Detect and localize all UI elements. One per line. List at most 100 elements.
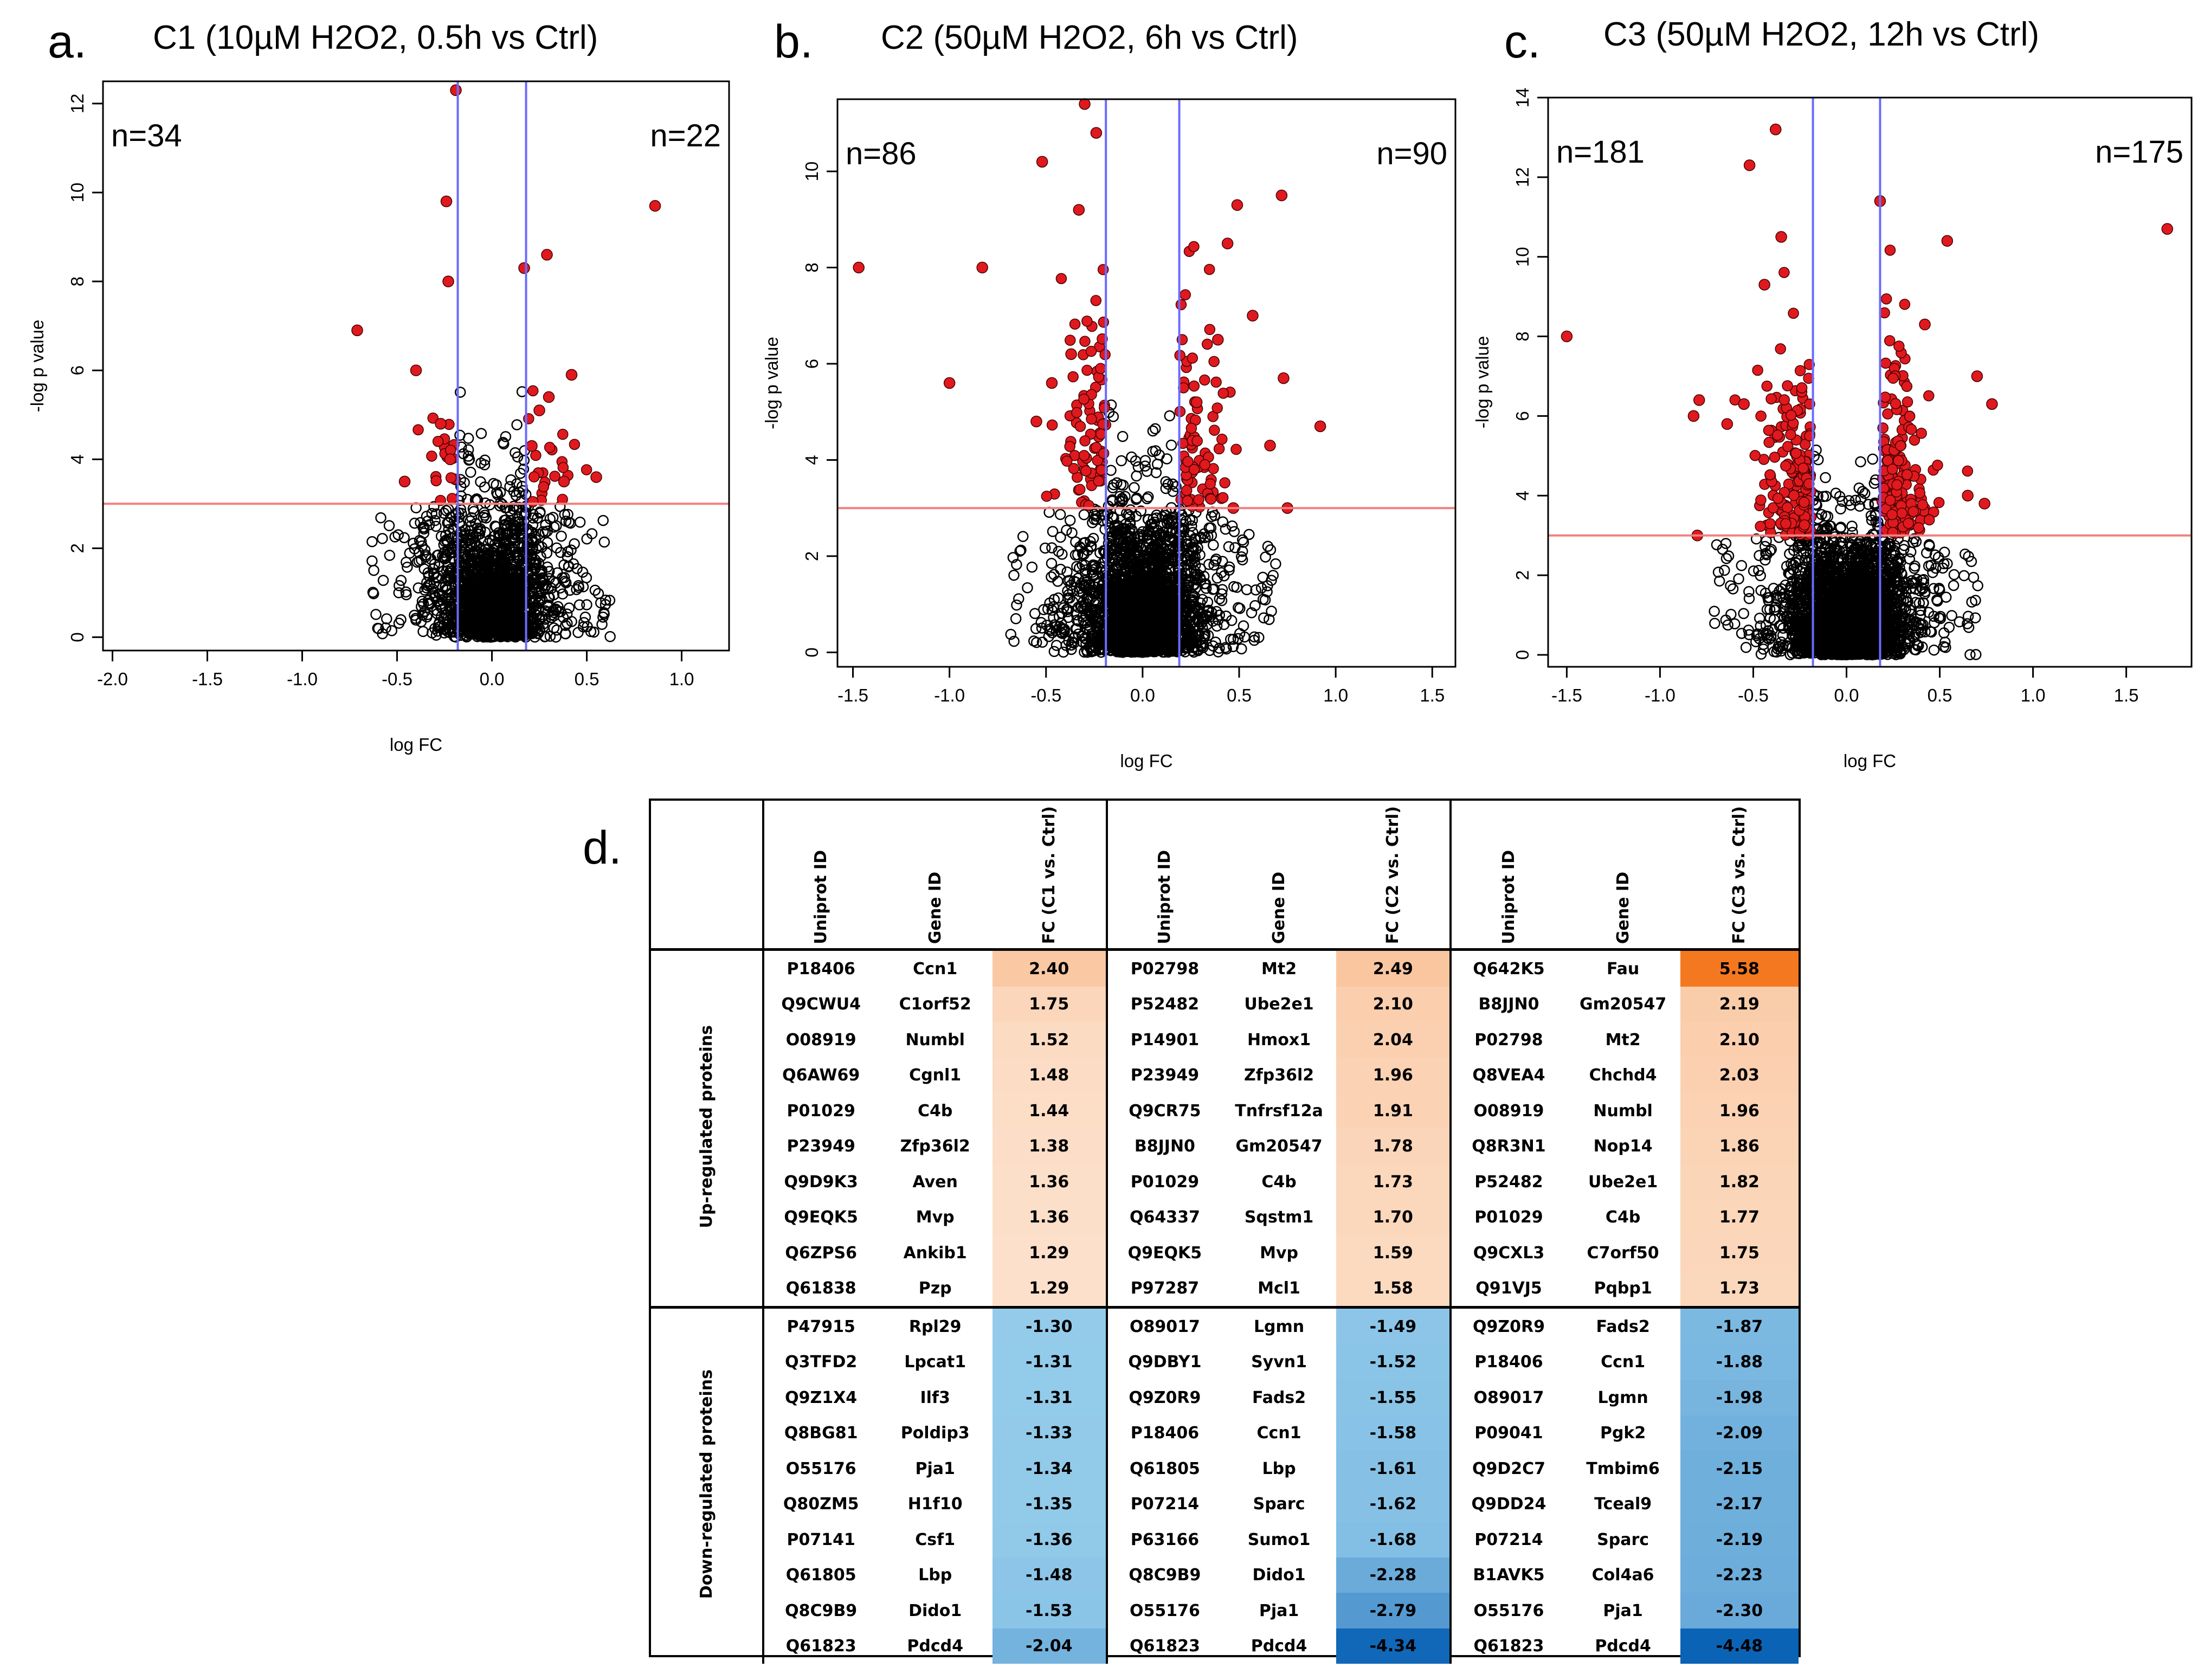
data-point: [1087, 561, 1099, 572]
data-point: [440, 581, 451, 593]
data-point: [1130, 455, 1142, 467]
significant-point: [1193, 494, 1204, 505]
significant-point: [445, 472, 457, 484]
data-point: [1223, 541, 1235, 552]
significant-point: [1071, 407, 1082, 419]
data-point: [465, 466, 476, 478]
data-point: [1129, 482, 1140, 493]
x-tick-label: -1.5: [837, 685, 868, 705]
significant-point: [1079, 435, 1091, 447]
significant-point: [1204, 324, 1216, 336]
significant-point: [1230, 443, 1242, 455]
data-point: [1107, 482, 1119, 493]
data-point: [422, 580, 434, 591]
data-point: [1010, 613, 1022, 625]
y-tick-label: 4: [67, 454, 87, 464]
significant-point: [1036, 156, 1048, 168]
data-point: [468, 617, 480, 628]
data-point: [386, 625, 398, 636]
data-point: [1112, 520, 1124, 532]
data-point: [1064, 514, 1076, 526]
data-point: [1267, 570, 1279, 581]
data-point: [1122, 530, 1133, 542]
data-point: [438, 539, 450, 551]
data-point: [556, 530, 567, 542]
significant-point: [1098, 448, 1110, 459]
data-point: [1151, 509, 1162, 521]
significant-point: [446, 493, 458, 504]
data-point: [1260, 551, 1271, 563]
data-point: [1072, 601, 1084, 613]
data-point: [1055, 531, 1066, 543]
data-point: [1152, 558, 1163, 570]
data-point: [1188, 579, 1200, 591]
data-point: [498, 438, 510, 450]
significant-point: [1081, 364, 1093, 376]
data-point: [1041, 620, 1053, 631]
data-point: [454, 538, 465, 550]
significant-point: [1085, 345, 1097, 357]
data-point: [542, 525, 553, 537]
data-point: [1259, 594, 1271, 606]
significant-point: [1081, 316, 1093, 327]
y-tick-label: 10: [67, 183, 87, 203]
panel-c: c. C3 (50µM H2O2, 12h vs Ctrl) -1.5 -1.0-…: [1469, 0, 2204, 771]
data-point: [1191, 614, 1203, 625]
data-point: [1054, 508, 1066, 520]
data-point: [439, 553, 450, 565]
y-tick-label: 6: [802, 359, 822, 369]
data-point: [464, 548, 476, 560]
significant-point: [1046, 419, 1058, 431]
significant-point: [569, 439, 581, 450]
data-point: [1047, 526, 1059, 537]
data-point: [429, 622, 441, 634]
data-point: [1114, 597, 1125, 609]
significant-point: [1095, 363, 1106, 374]
data-point: [527, 508, 539, 520]
y-tick-label: 4: [802, 455, 822, 465]
data-point: [1250, 584, 1261, 596]
data-point: [1107, 581, 1119, 592]
data-point: [1126, 641, 1137, 653]
data-point: [500, 548, 512, 559]
data-point: [1143, 554, 1154, 565]
data-point: [1262, 540, 1274, 552]
data-point: [1249, 600, 1261, 612]
x-tick-label: 0.0: [480, 669, 505, 689]
data-point: [1107, 411, 1119, 422]
data-point: [504, 578, 515, 589]
data-point: [475, 476, 486, 487]
plot-frame: [836, 98, 1457, 668]
data-point: [530, 534, 542, 545]
data-point: [592, 588, 604, 600]
data-point: [492, 489, 504, 500]
data-point: [498, 591, 510, 603]
data-point: [1201, 610, 1213, 622]
data-point: [1071, 623, 1082, 635]
data-point: [1258, 612, 1269, 623]
data-point: [462, 626, 474, 638]
significant-point: [649, 199, 661, 212]
data-point: [1248, 631, 1260, 643]
chart-title: C1 (10µM H2O2, 0.5h vs Ctrl): [153, 19, 598, 56]
data-point: [1120, 617, 1131, 629]
data-point: [1246, 607, 1258, 619]
significant-point: [444, 453, 456, 466]
data-point: [1082, 545, 1093, 556]
data-point: [537, 526, 549, 537]
x-axis-label: log FC: [390, 735, 442, 755]
data-point: [479, 454, 491, 466]
data-point: [1055, 563, 1066, 575]
data-point: [585, 626, 597, 638]
significant-point: [538, 481, 550, 493]
data-point: [1107, 619, 1119, 630]
significant-point: [1188, 464, 1200, 475]
data-point: [462, 568, 474, 579]
y-tick-label: 6: [67, 365, 87, 375]
significant-point: [1314, 420, 1326, 433]
data-point: [428, 501, 440, 512]
data-point: [1161, 453, 1172, 465]
significant-point: [1217, 492, 1229, 504]
significant-point: [1175, 299, 1187, 311]
